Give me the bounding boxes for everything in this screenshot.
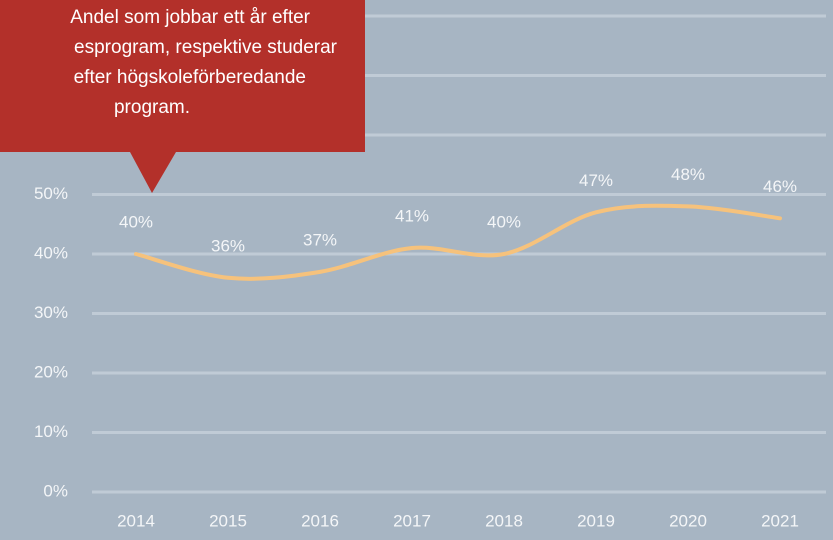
annotation-line: efter högskoleförberedande [74,67,306,88]
data-label: 41% [395,207,429,226]
data-label: 46% [763,177,797,196]
x-tick-label: 2018 [485,511,523,530]
x-tick-label: 2016 [301,511,339,530]
callout: Andel som jobbar ett år efter esprogram,… [0,0,365,193]
y-tick-label: 10% [34,422,68,441]
x-tick-label: 2019 [577,511,615,530]
data-label: 40% [119,212,153,231]
callout-box [0,0,365,193]
x-tick-label: 2021 [761,511,799,530]
x-tick-label: 2017 [393,511,431,530]
data-label: 47% [579,171,613,190]
annotation-line: esprogram, respektive studerar [74,37,338,58]
data-label: 48% [671,165,705,184]
x-tick-label: 2020 [669,511,707,530]
data-label: 40% [487,212,521,231]
annotation-line: program. [114,97,190,118]
annotation-line: Andel som jobbar ett år efter [70,7,310,28]
y-tick-label: 50% [34,184,68,203]
x-tick-label: 2015 [209,511,247,530]
data-label: 36% [211,236,245,255]
y-tick-label: 30% [34,303,68,322]
y-tick-label: 20% [34,362,68,381]
x-tick-label: 2014 [117,511,155,530]
line [134,203,782,281]
y-tick-label: 0% [43,481,68,500]
data-label: 37% [303,230,337,249]
y-tick-label: 40% [34,243,68,262]
